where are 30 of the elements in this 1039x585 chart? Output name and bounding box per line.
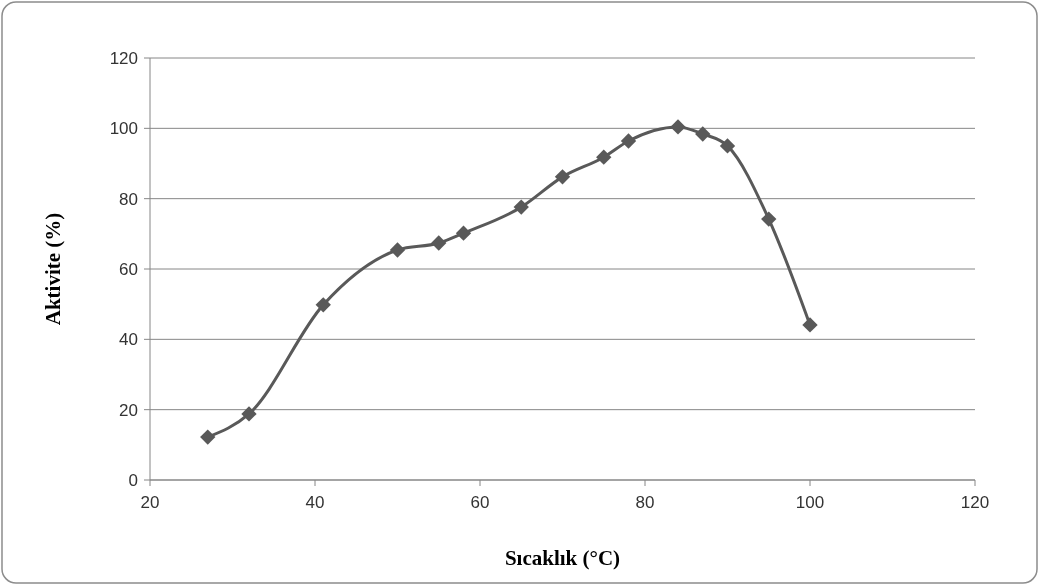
point xyxy=(719,138,736,154)
x-tick-label: 40 xyxy=(305,493,325,512)
point xyxy=(315,297,331,313)
point xyxy=(620,133,637,149)
point xyxy=(802,317,818,333)
x-tick-label: 100 xyxy=(795,493,825,512)
point xyxy=(200,429,216,445)
x-tick-label: 60 xyxy=(470,493,490,512)
y-tick-label: 40 xyxy=(119,330,138,350)
x-tick-label: 120 xyxy=(960,493,990,512)
point xyxy=(596,149,612,165)
y-tick-label: 120 xyxy=(109,48,138,68)
point xyxy=(389,242,406,258)
point xyxy=(241,406,257,422)
point xyxy=(761,211,777,227)
point xyxy=(513,199,529,215)
x-tick-label: 80 xyxy=(635,493,655,512)
point xyxy=(431,235,447,251)
point xyxy=(695,126,711,142)
y-tick-label: 60 xyxy=(119,259,138,279)
y-tick-label: 0 xyxy=(128,470,138,490)
y-tick-label: 100 xyxy=(109,119,138,139)
point xyxy=(670,119,686,135)
x-tick-label: 20 xyxy=(140,493,160,512)
y-tick-label: 80 xyxy=(119,189,138,209)
point xyxy=(455,225,472,241)
y-axis-title: Aktivite (%) xyxy=(41,212,65,326)
point xyxy=(554,169,571,185)
y-tick-label: 20 xyxy=(119,400,138,420)
x-axis-title: Sıcaklık (°C) xyxy=(504,546,621,570)
